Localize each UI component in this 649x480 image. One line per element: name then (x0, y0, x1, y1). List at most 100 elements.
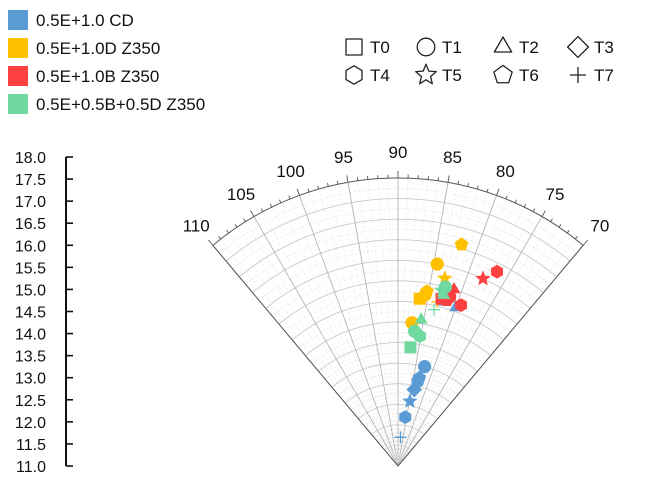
legend-marker-hexagon (345, 65, 363, 85)
data-point-hexagon (491, 264, 503, 279)
angle-tick-label: 80 (496, 162, 515, 181)
angle-tick-label: 70 (590, 216, 609, 235)
data-point-square (404, 341, 417, 354)
radial-tick-label: 12.5 (15, 393, 46, 410)
angle-gridline (397, 195, 497, 467)
legend-label: 0.5E+1.0D Z350 (36, 39, 160, 58)
legend-marker-diamond (566, 35, 590, 59)
angle-tick-mark (532, 208, 536, 212)
marker-legend-label: T3 (594, 38, 614, 57)
angle-tick-mark (476, 185, 479, 190)
marker-legend-label: T4 (370, 66, 390, 85)
angle-minor-gridline (397, 198, 507, 467)
legend-marker-triangle (493, 36, 513, 53)
angle-tick-label: 90 (389, 143, 408, 162)
angle-tick-mark (234, 224, 238, 228)
radial-minor-gridline (298, 311, 498, 349)
angle-tick-mark (288, 195, 291, 200)
angle-tick-mark (226, 229, 230, 234)
legend-swatch (8, 66, 28, 86)
radial-tick-label: 18.0 (15, 150, 46, 167)
polar-grid (208, 171, 588, 467)
radial-minor-gridline (364, 414, 432, 427)
radial-minor-gridline (285, 290, 511, 333)
angle-minor-gridline (308, 192, 399, 467)
legend-marker-plus (570, 67, 586, 83)
radial-tick-label: 11.0 (16, 459, 46, 476)
angle-minor-gridline (262, 211, 399, 467)
angle-tick-labels: 70 75 80 85 90 95 100 105 110 (183, 143, 610, 235)
angle-minor-gridline (271, 207, 399, 467)
angle-tick-mark (566, 229, 570, 234)
legend-marker-circle (416, 37, 436, 57)
data-point-pentagon (412, 370, 427, 384)
legend-label: 0.5E+1.0 CD (36, 11, 134, 30)
angle-minor-gridline (397, 189, 478, 467)
angle-tick-mark (582, 239, 588, 246)
radial-tick-label: 11.5 (16, 437, 46, 454)
marker-legend-label: T7 (594, 66, 614, 85)
angle-tick-mark (523, 203, 527, 208)
angle-tick-mark (558, 224, 562, 228)
angle-tick-mark (496, 188, 500, 196)
data-point-star (437, 270, 453, 285)
legend-label: 0.5E+0.5B+0.5D Z350 (36, 95, 205, 114)
data-point-diamond (406, 381, 423, 398)
angle-minor-gridline (397, 227, 560, 467)
marker-legend-label: T2 (519, 38, 539, 57)
angle-tick-mark (574, 236, 578, 240)
radial-tick-label: 14.5 (15, 305, 46, 322)
data-point-hexagon (413, 329, 426, 344)
angle-tick-mark (279, 199, 282, 204)
legend-swatch (8, 94, 28, 114)
angle-minor-gridline (397, 202, 516, 467)
radial-tick-label: 15.0 (15, 282, 46, 299)
radial-tick-label: 13.0 (15, 371, 46, 388)
legend-marker-star (415, 63, 437, 85)
angle-tick-mark (250, 210, 255, 217)
legend-swatch (8, 38, 28, 58)
legend-marker-square (345, 38, 363, 56)
angle-tick-mark (447, 175, 450, 183)
radial-tick-label: 17.5 (15, 172, 46, 189)
marker-legend-label: T0 (370, 38, 390, 57)
data-point-pentagon (454, 237, 469, 251)
angle-minor-gridline (236, 227, 399, 467)
angle-tick-mark (514, 199, 517, 204)
angle-minor-gridline (220, 238, 399, 467)
angle-tick-mark (208, 239, 214, 246)
angle-minor-gridline (357, 180, 399, 467)
angle-tick-label: 95 (334, 148, 353, 167)
angle-tick-mark (486, 188, 489, 193)
legend-label: 0.5E+1.0B Z350 (36, 67, 159, 86)
radial-tick-label: 17.0 (15, 194, 46, 211)
data-point-hexagon (455, 298, 468, 313)
angle-tick-label: 110 (183, 216, 210, 235)
angle-minor-gridline (318, 189, 399, 467)
angle-minor-gridline (228, 232, 399, 467)
angle-minor-gridline (289, 198, 399, 467)
angle-minor-gridline (397, 238, 576, 467)
legend-swatch (8, 10, 28, 30)
angle-tick-mark (505, 195, 508, 200)
marker-legend-label: T5 (442, 66, 462, 85)
radial-tick-label: 16.5 (15, 216, 46, 233)
data-point-triangle (416, 287, 430, 299)
angle-minor-gridline (397, 207, 525, 467)
data-point-plus (394, 431, 407, 444)
angle-tick-label: 105 (227, 185, 255, 204)
angle-minor-gridline (245, 221, 399, 467)
data-point-circle (430, 257, 444, 271)
angle-tick-mark (336, 180, 339, 185)
marker-legend-label: T6 (519, 66, 539, 85)
angle-minor-gridline (397, 221, 551, 467)
data-point-star (475, 270, 491, 286)
data-point-triangle (414, 312, 428, 324)
radial-tick-label: 13.5 (15, 349, 46, 366)
angle-tick-label: 100 (276, 162, 304, 181)
radial-minor-gridline (391, 455, 405, 459)
color-legend: 0.5E+1.0 CD 0.5E+1.0D Z350 0.5E+1.0B Z350 0… (8, 10, 205, 114)
angle-gridline (299, 195, 399, 467)
radial-axis: 11.0 11.5 12.0 12.5 13.0 13.5 14.0 14.5 15.0 15.5… (15, 150, 73, 476)
